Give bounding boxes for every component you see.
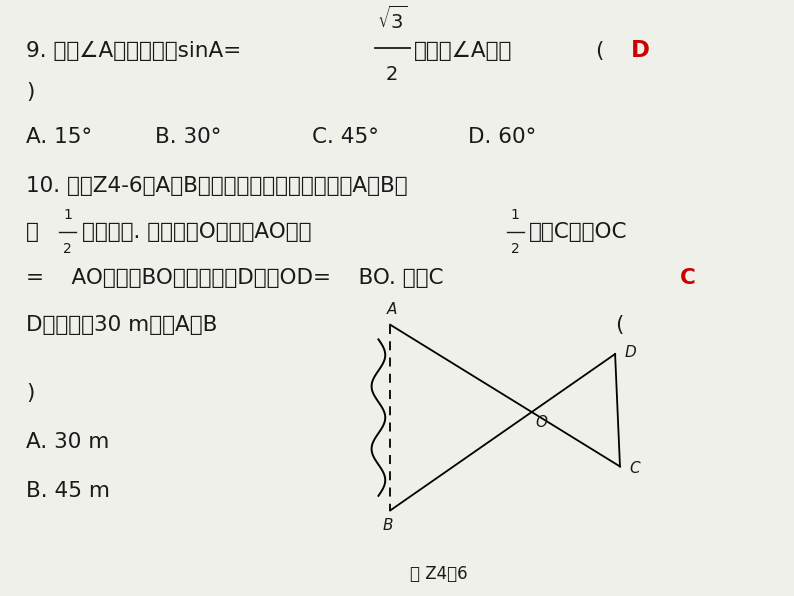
Text: C: C [680, 268, 696, 288]
Text: A: A [387, 302, 397, 317]
Text: O: O [535, 415, 547, 430]
Text: D: D [630, 39, 649, 63]
Text: 2: 2 [386, 64, 399, 83]
Text: ): ) [26, 82, 35, 102]
Text: 间的距离. 选择一点O，连接AO并延: 间的距离. 选择一点O，连接AO并延 [82, 222, 311, 242]
Text: D间距离为30 m，则A，B: D间距离为30 m，则A，B [26, 315, 218, 335]
Text: C: C [630, 461, 641, 476]
Text: $\sqrt{3}$: $\sqrt{3}$ [376, 6, 407, 33]
Text: 1: 1 [511, 208, 520, 222]
Text: B. 45 m: B. 45 m [26, 481, 110, 501]
Text: (: ( [596, 41, 604, 61]
Text: D. 60°: D. 60° [468, 127, 537, 147]
Text: ，那么∠A等于: ，那么∠A等于 [414, 41, 512, 61]
Text: A. 30 m: A. 30 m [26, 432, 110, 452]
Text: 图 Z4－6: 图 Z4－6 [410, 565, 468, 583]
Text: 1: 1 [63, 208, 71, 222]
Text: C. 45°: C. 45° [312, 127, 379, 147]
Text: B: B [383, 519, 394, 533]
Text: (: ( [615, 315, 623, 335]
Text: 9. 已知∠A为锐角，且sinA=: 9. 已知∠A为锐角，且sinA= [26, 41, 241, 61]
Text: 地: 地 [26, 222, 39, 242]
Text: B. 30°: B. 30° [156, 127, 222, 147]
Text: =    AO，连接BO并延长到点D，使OD=    BO. 测得C: = AO，连接BO并延长到点D，使OD= BO. 测得C [26, 268, 444, 288]
Text: 2: 2 [511, 241, 520, 256]
Text: 到点C，使OC: 到点C，使OC [529, 222, 627, 242]
Text: ): ) [26, 383, 35, 403]
Text: A. 15°: A. 15° [26, 127, 92, 147]
Text: D: D [625, 344, 637, 359]
Text: 2: 2 [63, 241, 71, 256]
Text: 10. 如图Z4-6，A，B两地之间有一池塘，要测量A，B两: 10. 如图Z4-6，A，B两地之间有一池塘，要测量A，B两 [26, 176, 408, 196]
